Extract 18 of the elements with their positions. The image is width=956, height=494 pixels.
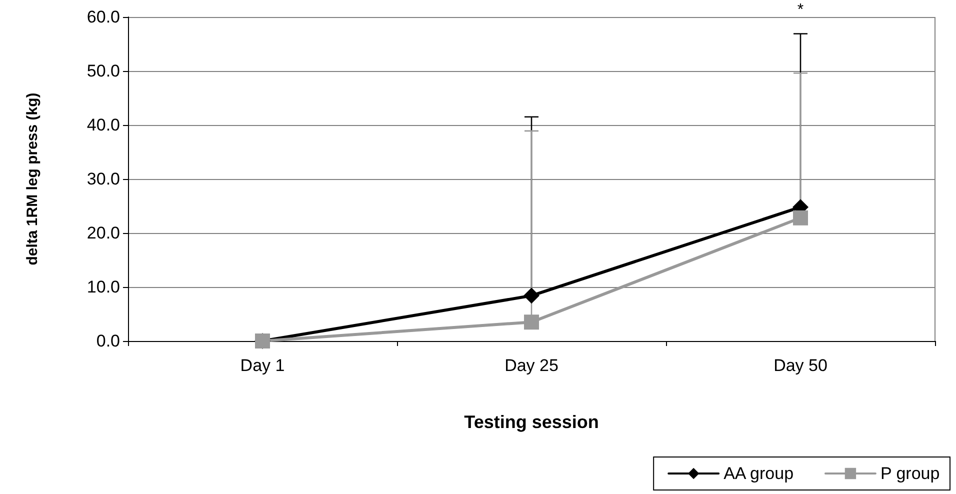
point (524, 314, 539, 330)
point (524, 288, 540, 304)
y-tick-label: 40.0 (86, 116, 120, 134)
x-axis-title: Testing session (464, 412, 599, 432)
x-tick-label: Day 25 (504, 356, 558, 375)
x-tick-label: Day 1 (240, 356, 285, 375)
y-tick-label: 10.0 (86, 278, 120, 296)
y-tick-label: 20.0 (86, 224, 120, 242)
point (793, 210, 808, 226)
legend-label: P group (880, 464, 940, 483)
legend-label: AA group (724, 464, 794, 483)
y-tick-label: 30.0 (86, 170, 120, 188)
y-axis-title: delta 1RM leg press (kg) (24, 92, 41, 266)
y-tick-label: 50.0 (86, 62, 120, 80)
x-tick-label: Day 50 (774, 356, 828, 375)
y-tick-label: 60.0 (86, 8, 120, 26)
y-tick-label: 0.0 (96, 332, 120, 350)
annotation: * (797, 2, 804, 18)
